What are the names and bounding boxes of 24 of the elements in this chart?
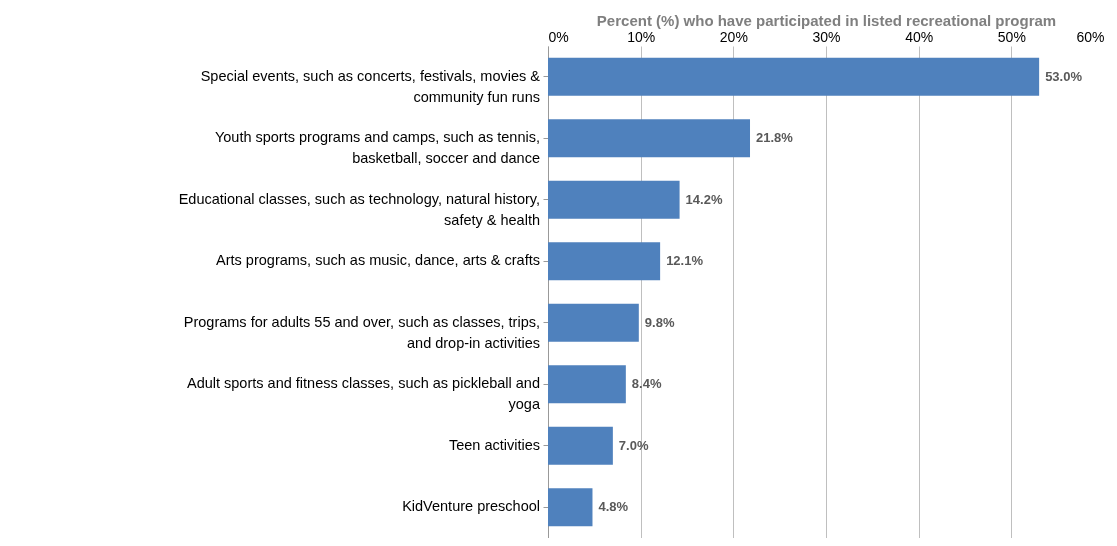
x-tick-label: 40% (905, 28, 934, 45)
data-label: 53.0% (1045, 68, 1083, 84)
x-tick-label: 20% (719, 28, 748, 45)
data-label: 7.0% (618, 437, 649, 453)
x-tick-label: 0% (548, 28, 569, 45)
x-axis-title: Percent (%) who have participated in listed recreational program (596, 11, 1057, 29)
y-tick-label: Arts programs, such as music, dance, arts & crafts (216, 252, 540, 269)
x-tick-label: 10% (627, 28, 656, 45)
data-label: 21.8% (756, 130, 794, 146)
data-label: 4.8% (598, 499, 629, 515)
y-tick-label: Special events, such as concerts, festivals, movies & community fun runs (200, 67, 541, 105)
y-tick-label: Adult sports and fitness classes, such as pickleball and yoga (186, 375, 541, 413)
x-tick-label: 50% (997, 28, 1026, 45)
data-label: 9.8% (644, 314, 675, 330)
y-tick-label: KidVenture preschool (402, 498, 540, 515)
y-tick-label: Educational classes, such as technology, natural history, safety & health (178, 190, 540, 228)
y-tick-label: Programs for adults 55 and over, such as classes, trips, and drop-in activities (183, 313, 540, 351)
data-label: 12.1% (666, 253, 704, 269)
data-label: 8.4% (631, 376, 662, 392)
data-label: 14.2% (685, 191, 723, 207)
y-tick-label: Teen activities (448, 436, 540, 453)
y-tick-label: Youth sports programs and camps, such as tennis, basketball, soccer and dance (214, 129, 540, 167)
x-tick-label: 60% (1076, 28, 1105, 45)
x-tick-label: 30% (812, 28, 841, 45)
